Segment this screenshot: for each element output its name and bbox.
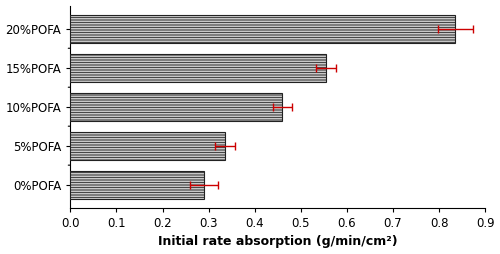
Bar — [70, 171, 204, 199]
Bar — [70, 15, 455, 43]
Bar — [70, 93, 282, 121]
Bar — [70, 132, 225, 160]
X-axis label: Initial rate absorption (g/min/cm²): Initial rate absorption (g/min/cm²) — [158, 235, 398, 248]
Bar — [70, 54, 326, 82]
